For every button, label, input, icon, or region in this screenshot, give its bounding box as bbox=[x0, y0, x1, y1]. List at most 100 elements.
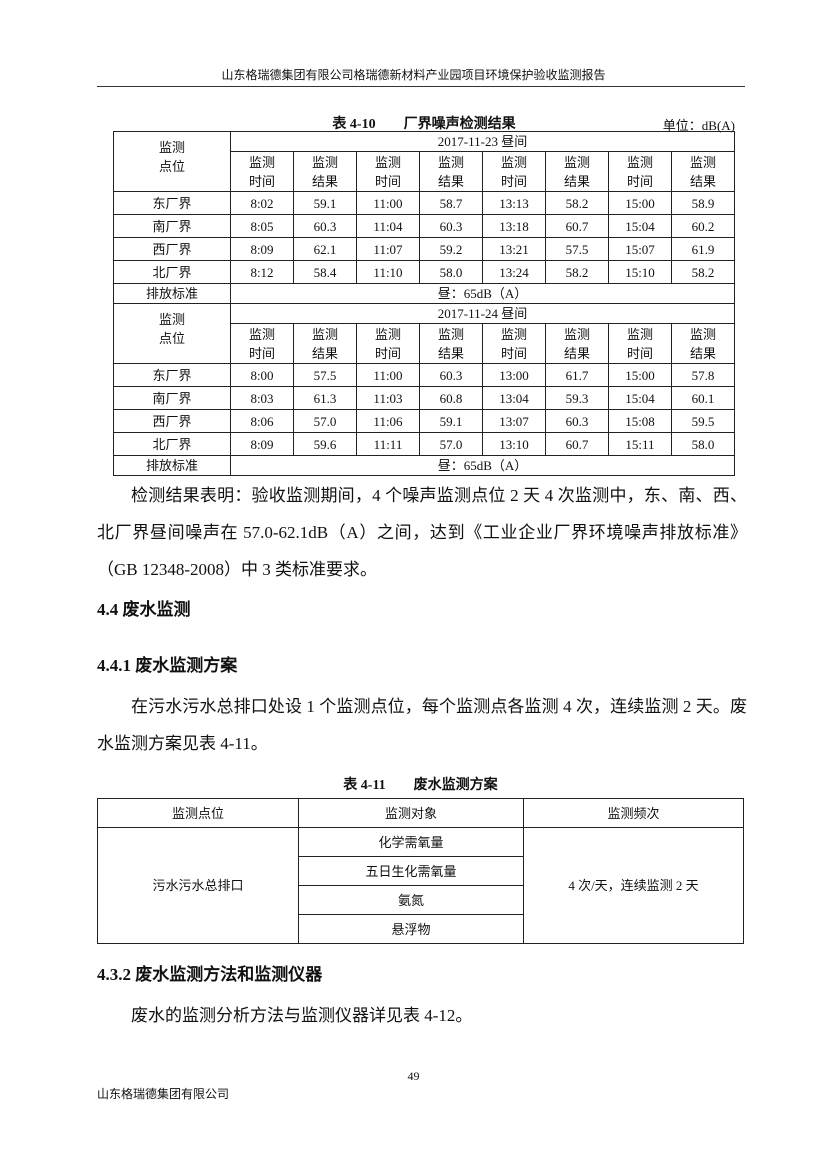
time-cell: 13:21 bbox=[482, 237, 546, 261]
time-cell: 8:03 bbox=[230, 386, 294, 410]
object-cell: 氨氮 bbox=[298, 885, 524, 915]
result-cell: 58.2 bbox=[545, 191, 609, 215]
result-cell: 58.0 bbox=[671, 432, 735, 456]
noise-results-table: 监测 点位 2017-11-23 昼间 监测 时间 监测 结果 监测 时间 监测 结果 监测… bbox=[113, 131, 735, 476]
time-cell: 15:00 bbox=[608, 191, 672, 215]
result-cell: 60.7 bbox=[545, 432, 609, 456]
header-cell: 监测点位 bbox=[97, 798, 299, 828]
result-cell: 59.1 bbox=[293, 191, 357, 215]
time-cell: 13:07 bbox=[482, 409, 546, 433]
time-cell: 8:05 bbox=[230, 214, 294, 238]
standard-value: 昼：65dB（A） bbox=[230, 455, 735, 476]
subheader-cell: 监测 时间 bbox=[356, 323, 420, 364]
time-cell: 11:06 bbox=[356, 409, 420, 433]
header-cell: 监测频次 bbox=[523, 798, 744, 828]
point-cell: 北厂界 bbox=[113, 432, 231, 456]
footer-company: 山东格瑞德集团有限公司 bbox=[97, 1087, 230, 1101]
subheader-cell: 监测 时间 bbox=[230, 323, 294, 364]
result-cell: 57.8 bbox=[671, 363, 735, 387]
object-cell: 化学需氧量 bbox=[298, 827, 524, 857]
heading-4-4: 4.4 废水监测 bbox=[97, 600, 191, 619]
point-cell: 西厂界 bbox=[113, 409, 231, 433]
subheader-cell: 监测 时间 bbox=[230, 151, 294, 192]
time-cell: 15:04 bbox=[608, 214, 672, 238]
subheader-cell: 监测 结果 bbox=[419, 323, 483, 364]
standard-label: 排放标准 bbox=[113, 283, 231, 304]
point-cell: 污水污水总排口 bbox=[97, 827, 299, 944]
result-cell: 60.3 bbox=[419, 363, 483, 387]
result-cell: 60.3 bbox=[419, 214, 483, 238]
table-4-10-title: 表 4-10 厂界噪声检测结果 bbox=[332, 117, 516, 132]
point-cell: 西厂界 bbox=[113, 237, 231, 261]
time-cell: 15:00 bbox=[608, 363, 672, 387]
standard-row: 排放标准 昼：65dB（A） bbox=[113, 455, 735, 476]
subheader-cell: 监测 结果 bbox=[671, 151, 735, 192]
heading-4-3-2: 4.3.2 废水监测方法和监测仪器 bbox=[97, 965, 323, 984]
time-cell: 8:00 bbox=[230, 363, 294, 387]
result-cell: 60.2 bbox=[671, 214, 735, 238]
result-cell: 60.3 bbox=[293, 214, 357, 238]
subheader-cell: 监测 结果 bbox=[545, 151, 609, 192]
result-cell: 58.7 bbox=[419, 191, 483, 215]
subheader-cell: 监测 结果 bbox=[293, 323, 357, 364]
table-row: 悬浮物 bbox=[98, 914, 744, 944]
subheader-cell: 监测 时间 bbox=[608, 323, 672, 364]
table-4-11-title: 表 4-11 废水监测方案 bbox=[343, 778, 498, 793]
standard-row: 排放标准 昼：65dB（A） bbox=[113, 283, 735, 304]
point-cell: 南厂界 bbox=[113, 214, 231, 238]
date-row: 监测 点位 2017-11-23 昼间 bbox=[113, 131, 735, 192]
time-cell: 8:09 bbox=[230, 237, 294, 261]
frequency-cell: 4 次/天，连续监测 2 天 bbox=[523, 827, 744, 944]
subheader-cell: 监测 时间 bbox=[482, 151, 546, 192]
time-cell: 8:09 bbox=[230, 432, 294, 456]
date-cell: 2017-11-23 昼间 bbox=[230, 131, 735, 152]
table-row: 北厂界 8:12 58.4 11:10 58.0 13:24 58.2 15:10 58.2 bbox=[113, 260, 735, 284]
subheader-row: 监测 时间 监测 结果 监测 时间 监测 结果 监测 时间 监测 结果 监测 时间 监测 结果 bbox=[114, 323, 735, 364]
subheader-cell: 监测 时间 bbox=[482, 323, 546, 364]
result-cell: 60.3 bbox=[545, 409, 609, 433]
table-row: 东厂界 8:02 59.1 11:00 58.7 13:13 58.2 15:00 58.9 bbox=[113, 191, 735, 215]
time-cell: 11:04 bbox=[356, 214, 420, 238]
table-row: 污水污水总排口 化学需氧量 4 次/天，连续监测 2 天 bbox=[97, 827, 744, 944]
standard-value: 昼：65dB（A） bbox=[230, 283, 735, 304]
standard-label: 排放标准 bbox=[113, 455, 231, 476]
result-cell: 59.6 bbox=[293, 432, 357, 456]
result-cell: 60.8 bbox=[419, 386, 483, 410]
subheader-cell: 监测 结果 bbox=[419, 151, 483, 192]
result-cell: 62.1 bbox=[293, 237, 357, 261]
date-cell: 2017-11-24 昼间 bbox=[230, 303, 735, 324]
result-cell: 60.7 bbox=[545, 214, 609, 238]
time-cell: 11:07 bbox=[356, 237, 420, 261]
time-cell: 13:13 bbox=[482, 191, 546, 215]
result-cell: 59.5 bbox=[671, 409, 735, 433]
date-row: 监测 点位 2017-11-24 昼间 bbox=[113, 303, 735, 364]
subheader-cell: 监测 结果 bbox=[671, 323, 735, 364]
table-row: 东厂界 8:00 57.5 11:00 60.3 13:00 61.7 15:00 57.8 bbox=[113, 363, 735, 387]
point-cell: 北厂界 bbox=[113, 260, 231, 284]
time-cell: 13:24 bbox=[482, 260, 546, 284]
result-cell: 57.5 bbox=[293, 363, 357, 387]
time-cell: 8:06 bbox=[230, 409, 294, 433]
time-cell: 11:00 bbox=[356, 363, 420, 387]
subheader-cell: 监测 结果 bbox=[293, 151, 357, 192]
result-cell: 58.9 bbox=[671, 191, 735, 215]
object-cell: 悬浮物 bbox=[298, 914, 524, 944]
table-row: 南厂界 8:05 60.3 11:04 60.3 13:18 60.7 15:04 60.2 bbox=[113, 214, 735, 238]
object-cell: 五日生化需氧量 bbox=[298, 856, 524, 886]
result-cell: 57.0 bbox=[419, 432, 483, 456]
result-cell: 58.2 bbox=[545, 260, 609, 284]
result-cell: 57.5 bbox=[545, 237, 609, 261]
page-number: 49 bbox=[407, 1069, 420, 1083]
result-cell: 58.2 bbox=[671, 260, 735, 284]
header-rule bbox=[97, 86, 745, 87]
table-row: 五日生化需氧量 bbox=[98, 856, 744, 886]
time-cell: 13:10 bbox=[482, 432, 546, 456]
time-cell: 15:04 bbox=[608, 386, 672, 410]
methods-paragraph: 废水的监测分析方法与监测仪器详见表 4-12。 bbox=[131, 1006, 473, 1025]
result-cell: 59.1 bbox=[419, 409, 483, 433]
result-cell: 61.3 bbox=[293, 386, 357, 410]
subheader-cell: 监测 时间 bbox=[608, 151, 672, 192]
time-cell: 8:12 bbox=[230, 260, 294, 284]
time-cell: 13:18 bbox=[482, 214, 546, 238]
